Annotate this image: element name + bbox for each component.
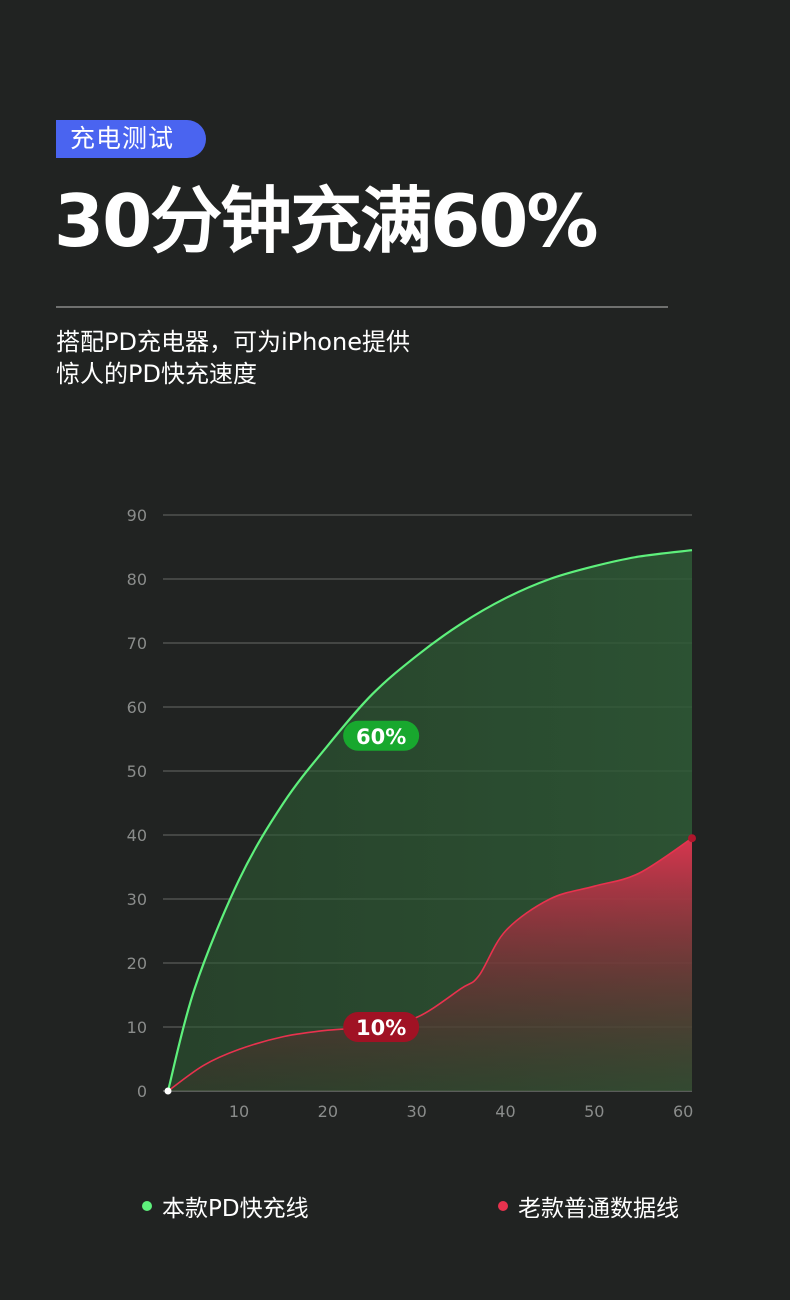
divider (56, 306, 668, 308)
series-line-pd (166, 549, 693, 1092)
series-area-old (168, 838, 692, 1091)
legend-dot-icon (142, 1201, 152, 1211)
legend-item-old: 老款普通数据线 (498, 1190, 679, 1222)
origin-point (164, 1087, 172, 1095)
y-tick-label: 30 (127, 890, 147, 909)
y-tick-label: 20 (127, 954, 147, 973)
x-tick-label: 10 (229, 1102, 249, 1121)
description: 搭配PD充电器，可为iPhone提供 惊人的PD快充速度 (56, 326, 410, 390)
series-line-old (167, 837, 693, 1092)
data-label-pill (343, 720, 420, 751)
legend-label-old: 老款普通数据线 (518, 1196, 679, 1222)
section-badge: 充电测试 (56, 120, 206, 158)
y-tick-label: 90 (127, 506, 147, 525)
data-label-pill (343, 1012, 420, 1042)
series-end-point (688, 834, 696, 843)
y-tick-label: 50 (127, 762, 147, 781)
description-line-2: 惊人的PD快充速度 (56, 360, 257, 388)
legend-dot-icon (498, 1201, 508, 1211)
y-tick-label: 80 (127, 570, 147, 589)
legend-label-pd: 本款PD快充线 (162, 1196, 309, 1222)
data-label-pd: 60% (356, 725, 406, 749)
headline: 30分钟充满60% (54, 179, 599, 263)
x-tick-label: 50 (584, 1102, 604, 1121)
x-tick-label: 20 (318, 1102, 338, 1121)
y-tick-label: 10 (127, 1018, 147, 1037)
legend-item-pd: 本款PD快充线 (142, 1190, 309, 1222)
x-tick-label: 60 (673, 1102, 693, 1121)
y-tick-label: 0 (137, 1082, 147, 1101)
x-tick-label: 40 (495, 1102, 515, 1121)
y-tick-label: 60 (127, 698, 147, 717)
x-tick-label: 30 (406, 1102, 426, 1121)
description-line-1: 搭配PD充电器，可为iPhone提供 (56, 328, 410, 356)
y-tick-label: 70 (127, 634, 147, 653)
data-label-old: 10% (356, 1016, 406, 1040)
y-tick-label: 40 (127, 826, 147, 845)
